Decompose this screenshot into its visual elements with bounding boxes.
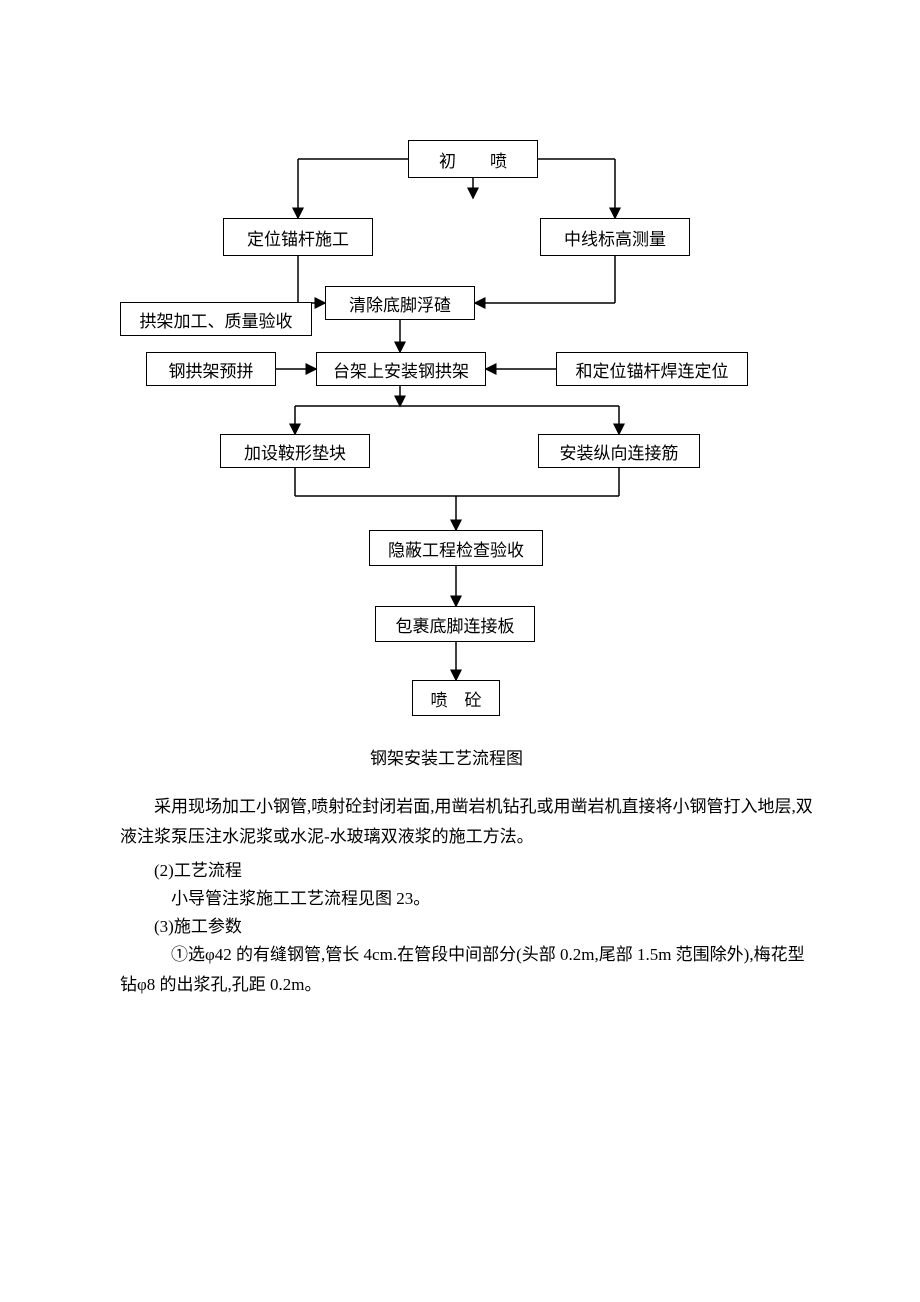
- flowchart-caption: 钢架安装工艺流程图: [370, 744, 523, 769]
- flowchart-node-n6: 钢拱架预拼: [146, 352, 276, 386]
- paragraph-3: 小导管注浆施工工艺流程见图 23。: [120, 884, 820, 914]
- flowchart-node-n10: 安装纵向连接筋: [538, 434, 700, 468]
- flowchart-node-n4: 清除底脚浮碴: [325, 286, 475, 320]
- flowchart-node-n13: 喷 砼: [412, 680, 500, 716]
- flowchart-node-n8: 和定位锚杆焊连定位: [556, 352, 748, 386]
- flowchart-node-n3: 中线标高测量: [540, 218, 690, 256]
- flowchart-node-n5: 拱架加工、质量验收: [120, 302, 312, 336]
- paragraph-5: ①选φ42 的有缝钢管,管长 4cm.在管段中间部分(头部 0.2m,尾部 1.…: [120, 940, 820, 1000]
- flowchart-node-n1: 初 喷: [408, 140, 538, 178]
- paragraph-2: (2)工艺流程: [120, 856, 820, 886]
- paragraph-1: 采用现场加工小钢管,喷射砼封闭岩面,用凿岩机钻孔或用凿岩机直接将小钢管打入地层,…: [120, 792, 820, 852]
- flowchart-node-n9: 加设鞍形垫块: [220, 434, 370, 468]
- flowchart-node-n7: 台架上安装钢拱架: [316, 352, 486, 386]
- flowchart-container: 初 喷定位锚杆施工 中线标高测量清除底脚浮碴拱架加工、质量验收钢拱架预拼 台架上安装…: [0, 0, 920, 800]
- flowchart-node-n12: 包裹底脚连接板: [375, 606, 535, 642]
- flowchart-node-n11: 隐蔽工程检查验收: [369, 530, 543, 566]
- paragraph-4: (3)施工参数: [120, 912, 820, 942]
- flowchart-node-n2: 定位锚杆施工: [223, 218, 373, 256]
